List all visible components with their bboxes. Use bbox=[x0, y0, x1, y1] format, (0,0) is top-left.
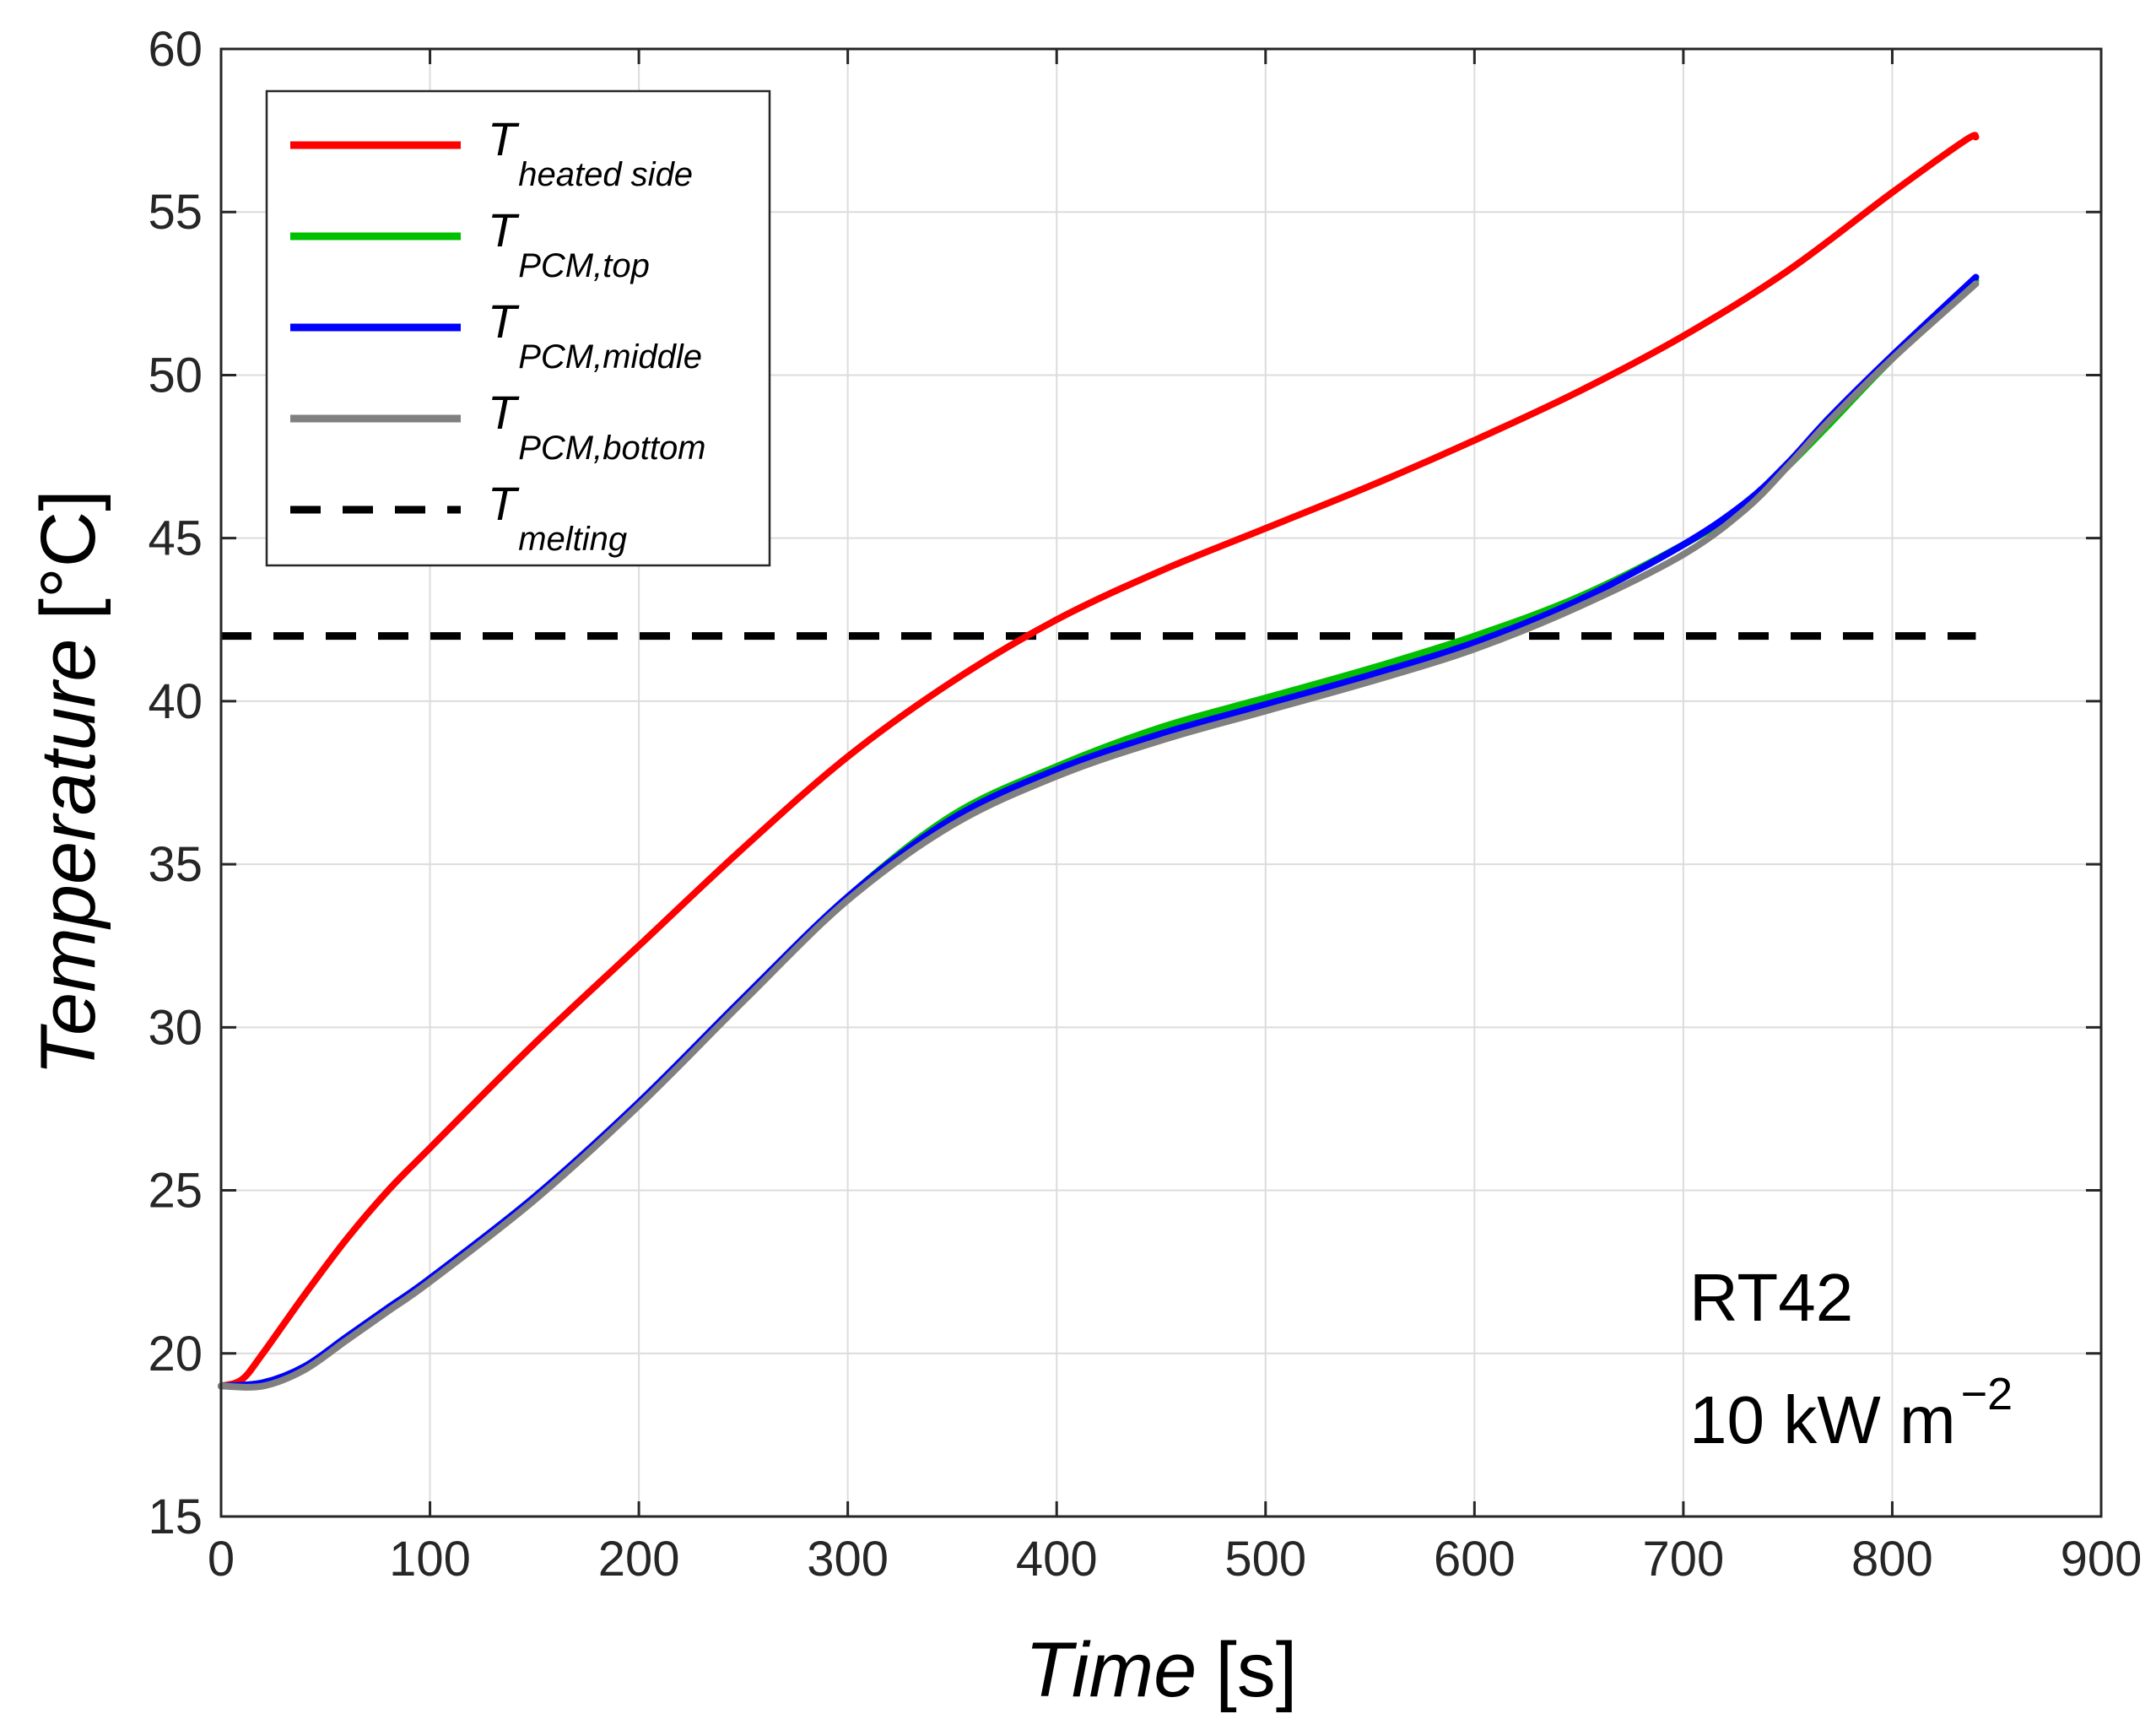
x-tick-label: 700 bbox=[1642, 1532, 1724, 1587]
y-tick-label: 50 bbox=[148, 348, 203, 403]
axis-ticks: 0 100 200 300 400 500 600 700 800 900 15 20 25 30 35 40… bbox=[148, 22, 2142, 1587]
x-tick-label: 500 bbox=[1224, 1532, 1306, 1587]
x-tick-label: 900 bbox=[2061, 1532, 2142, 1587]
data-series bbox=[218, 132, 1980, 1391]
material-annotation: RT42 bbox=[1689, 1260, 1853, 1335]
legend: Theated sideTPCM,topTPCM,middleTPCM,bott… bbox=[265, 89, 771, 567]
y-axis-label-unit: [°C] bbox=[25, 489, 111, 619]
y-tick-label: 40 bbox=[148, 674, 203, 729]
y-tick-label: 20 bbox=[148, 1327, 203, 1381]
legend-label: TPCM,bottom bbox=[488, 386, 706, 467]
heat-flux-annotation: 10 kW m −2 bbox=[1689, 1369, 2013, 1457]
legend-label-main: T bbox=[488, 295, 520, 348]
grid-lines bbox=[221, 49, 2101, 1516]
legend-label: Tmelting bbox=[488, 477, 627, 558]
series-line-pcm-bottom bbox=[218, 280, 1980, 1391]
legend-label-main: T bbox=[488, 477, 520, 530]
x-tick-label: 300 bbox=[807, 1532, 889, 1587]
x-axis-label: Time [s] bbox=[1025, 1627, 1298, 1713]
x-tick-label: 0 bbox=[208, 1532, 235, 1587]
legend-label-subscript: PCM,middle bbox=[518, 338, 702, 376]
legend-label-subscript: PCM,bottom bbox=[518, 430, 705, 467]
plot-area-frame bbox=[219, 47, 2103, 1518]
y-tick-label: 30 bbox=[148, 1000, 203, 1055]
y-tick-label: 35 bbox=[148, 837, 203, 892]
y-tick-label: 60 bbox=[148, 22, 203, 77]
y-tick-label: 15 bbox=[148, 1489, 203, 1544]
heat-flux-text: 10 kW m bbox=[1689, 1382, 1956, 1457]
y-tick-label: 25 bbox=[148, 1164, 203, 1219]
legend-label: TPCM,top bbox=[488, 203, 650, 284]
y-axis-label: Temperature [°C] bbox=[25, 489, 111, 1076]
legend-label-main: T bbox=[488, 203, 520, 257]
legend-label: TPCM,middle bbox=[488, 295, 702, 376]
heat-flux-exponent: −2 bbox=[1961, 1369, 2013, 1419]
y-tick-label: 45 bbox=[148, 511, 203, 566]
series-line-heated-side bbox=[218, 132, 1980, 1390]
legend-label-main: T bbox=[488, 386, 520, 439]
legend-label-main: T bbox=[488, 112, 520, 165]
x-tick-label: 100 bbox=[389, 1532, 471, 1587]
legend-label-subscript: heated side bbox=[518, 156, 693, 193]
x-axis-label-unit: [s] bbox=[1215, 1627, 1297, 1713]
y-axis-label-main: Temperature bbox=[25, 639, 111, 1076]
x-tick-label: 400 bbox=[1016, 1532, 1098, 1587]
legend-label: Theated side bbox=[488, 112, 693, 193]
x-tick-label: 200 bbox=[598, 1532, 680, 1587]
y-tick-label: 55 bbox=[148, 185, 203, 240]
legend-label-subscript: melting bbox=[518, 521, 627, 558]
x-tick-label: 600 bbox=[1434, 1532, 1516, 1587]
legend-label-subscript: PCM,top bbox=[518, 247, 650, 284]
x-tick-label: 800 bbox=[1851, 1532, 1933, 1587]
x-axis-label-main: Time bbox=[1025, 1627, 1197, 1713]
